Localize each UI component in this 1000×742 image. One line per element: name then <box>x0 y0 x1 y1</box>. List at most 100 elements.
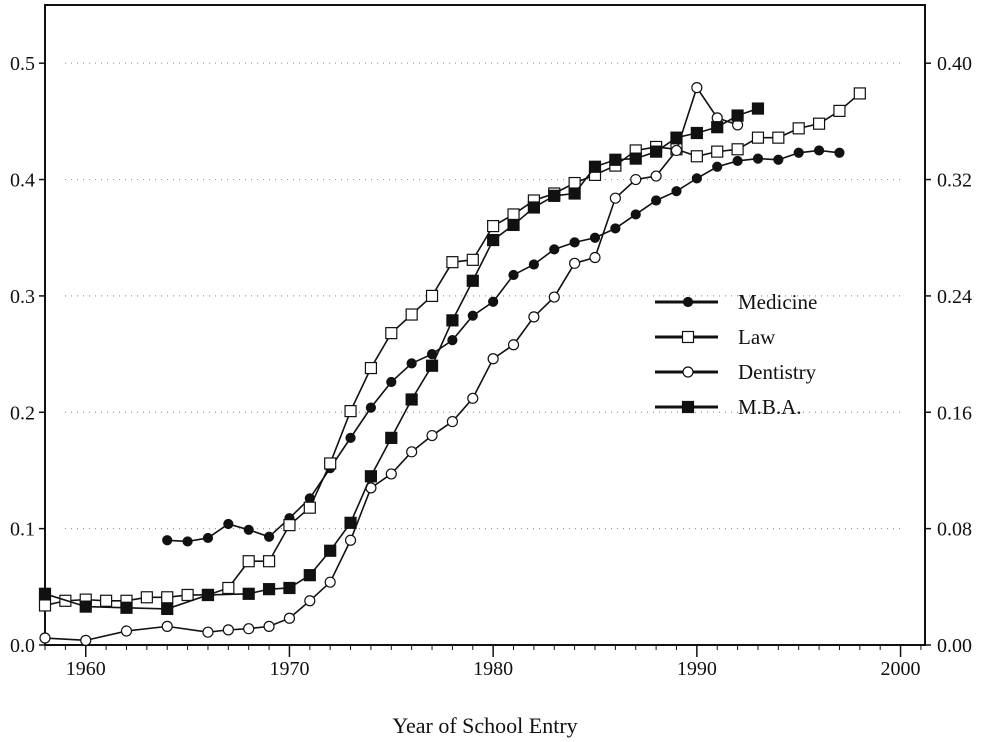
series-mba <box>38 102 765 616</box>
x-axis-label: Year of School Entry <box>392 713 577 738</box>
y-right-tick-label: 0.24 <box>937 286 972 308</box>
y-right-tick-label: 0.00 <box>937 635 972 657</box>
filled-square-marker <box>588 160 602 173</box>
open-circle-marker <box>263 620 275 632</box>
open-square-marker <box>681 330 695 344</box>
gridlines <box>65 62 905 530</box>
y-right-tick-label: 0.32 <box>937 170 972 192</box>
x-tick-label: 1990 <box>677 658 717 680</box>
x-tick-label: 1970 <box>269 658 309 680</box>
series-medicine <box>162 145 845 547</box>
open-square-marker <box>344 405 357 418</box>
series-line <box>44 107 759 610</box>
open-square-marker <box>140 591 153 604</box>
filled-square-marker <box>466 274 479 287</box>
filled-square-marker <box>629 152 642 165</box>
legend-item: Law <box>655 325 776 349</box>
filled-square-marker <box>262 583 276 596</box>
y-left-tick-label: 0.0 <box>10 635 35 657</box>
open-circle-marker <box>39 632 51 644</box>
filled-circle-marker <box>243 524 254 535</box>
filled-circle-marker <box>488 296 499 307</box>
y-left-tick-label: 0.4 <box>10 170 35 192</box>
filled-square-marker <box>711 121 724 134</box>
legend: Medicine Law Dentistry M.B.A. <box>655 290 817 419</box>
filled-circle-marker <box>263 531 275 542</box>
open-square-marker <box>222 581 235 595</box>
open-square-marker <box>425 289 439 303</box>
open-square-marker <box>242 555 255 568</box>
filled-square-marker <box>751 102 765 115</box>
filled-circle-marker <box>528 259 539 270</box>
open-circle-marker <box>406 446 418 458</box>
open-square-marker <box>690 150 703 163</box>
filled-circle-marker <box>813 145 825 156</box>
open-square-marker <box>446 256 459 269</box>
filled-square-marker <box>425 359 439 372</box>
filled-circle-marker <box>691 173 702 184</box>
open-circle-marker <box>344 534 357 546</box>
open-circle-marker <box>426 429 438 442</box>
filled-circle-marker <box>447 335 458 346</box>
open-circle-marker <box>446 415 459 428</box>
filled-circle-marker <box>202 532 214 544</box>
series-dentistry <box>39 82 744 646</box>
open-circle-marker <box>609 192 621 204</box>
open-circle-marker <box>304 595 316 607</box>
filled-circle-marker <box>223 518 234 530</box>
open-square-marker <box>568 176 581 190</box>
open-circle-marker <box>324 576 336 588</box>
x-tick-label: 1960 <box>66 658 106 680</box>
x-axis: 1960 1970 1980 1990 2000 <box>44 645 922 680</box>
open-square-marker <box>161 591 174 604</box>
open-circle-marker <box>589 251 601 264</box>
series-line <box>167 149 840 543</box>
open-square-marker <box>385 327 398 340</box>
filled-circle-marker <box>773 154 784 165</box>
filled-circle-marker <box>589 232 601 243</box>
legend-item: Dentistry <box>655 360 817 384</box>
open-circle-marker <box>243 623 255 635</box>
y-left-tick-label: 0.1 <box>10 519 35 541</box>
open-circle-marker <box>161 620 173 632</box>
open-circle-marker <box>487 353 499 365</box>
filled-square-marker <box>527 201 540 214</box>
filled-square-marker <box>283 581 296 595</box>
open-circle-marker <box>682 366 694 378</box>
open-square-marker <box>303 501 316 514</box>
open-square-marker <box>487 219 500 233</box>
open-square-marker <box>812 117 826 130</box>
filled-square-marker <box>446 314 459 327</box>
filled-square-marker <box>670 131 683 144</box>
filled-square-marker <box>487 233 500 247</box>
y-right-tick-label: 0.16 <box>937 402 972 424</box>
filled-square-marker <box>201 588 215 602</box>
legend-label: Medicine <box>738 290 817 314</box>
open-square-marker <box>731 143 744 156</box>
open-square-marker <box>792 122 805 135</box>
open-circle-marker <box>385 468 397 480</box>
filled-circle-marker <box>406 358 417 369</box>
open-square-marker <box>833 104 846 117</box>
filled-square-marker <box>38 587 52 600</box>
filled-circle-marker <box>732 155 743 167</box>
open-square-marker <box>711 145 724 158</box>
open-square-marker <box>262 555 276 568</box>
filled-circle-marker <box>467 310 478 321</box>
y-left-tick-label: 0.5 <box>10 53 35 75</box>
plot-frame <box>44 4 926 646</box>
legend-label: Dentistry <box>738 360 817 384</box>
filled-circle-marker <box>386 376 397 388</box>
open-circle-marker <box>548 291 560 303</box>
filled-square-marker <box>344 516 357 529</box>
y-left-tick-label: 0.2 <box>10 402 35 424</box>
open-circle-marker <box>80 634 92 646</box>
series-group <box>38 82 866 646</box>
open-circle-marker <box>202 626 214 638</box>
legend-label: Law <box>738 325 776 349</box>
filled-square-marker <box>507 218 520 232</box>
open-square-marker <box>100 594 113 607</box>
legend-item: M.B.A. <box>655 395 802 419</box>
filled-square-marker <box>120 601 133 614</box>
